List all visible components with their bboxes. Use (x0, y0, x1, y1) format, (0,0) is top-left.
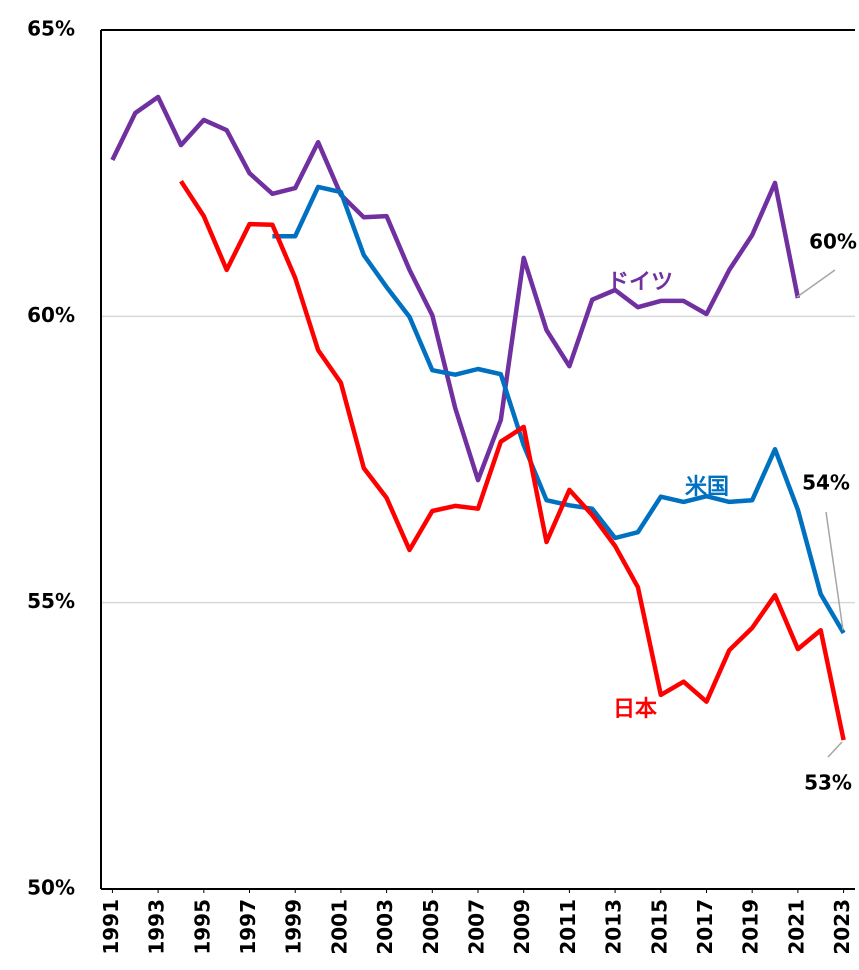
x-tick-label: 1997 (236, 899, 260, 955)
x-tick-label: 2023 (830, 899, 854, 955)
y-tick-label: 55% (27, 589, 75, 613)
x-tick-label: 2021 (784, 899, 808, 955)
leader-line (827, 741, 843, 758)
x-tick-label: 1995 (190, 899, 214, 955)
end-label: 60% (809, 230, 857, 254)
series-line (110, 94, 801, 483)
end-label: 54% (802, 471, 850, 495)
y-tick-label: 50% (27, 876, 75, 900)
y-tick-label: 65% (27, 17, 75, 41)
x-tick-label: 2009 (510, 899, 534, 955)
x-tick-label: 2017 (693, 899, 717, 955)
x-tick-label: 1991 (99, 899, 123, 955)
x-tick-label: 1993 (145, 899, 169, 955)
leader-line (825, 511, 844, 631)
leader-line (796, 269, 836, 298)
series-label: 日本 (613, 697, 657, 722)
x-tick-label: 1999 (282, 899, 306, 955)
x-tick-label: 2007 (465, 899, 489, 955)
series-line (179, 179, 846, 741)
x-tick-label: 2003 (373, 899, 397, 955)
y-tick-label: 60% (27, 303, 75, 327)
x-tick-label: 2019 (739, 899, 763, 955)
x-tick-label: 2013 (602, 899, 626, 955)
x-tick-label: 2001 (327, 899, 351, 955)
series-label: 米国 (685, 475, 729, 500)
series-line (272, 184, 846, 635)
series-label: ドイツ (607, 270, 673, 295)
x-tick-label: 2015 (647, 899, 671, 955)
end-label: 53% (804, 771, 852, 795)
x-tick-label: 2005 (419, 899, 443, 955)
x-tick-label: 2011 (556, 899, 580, 955)
